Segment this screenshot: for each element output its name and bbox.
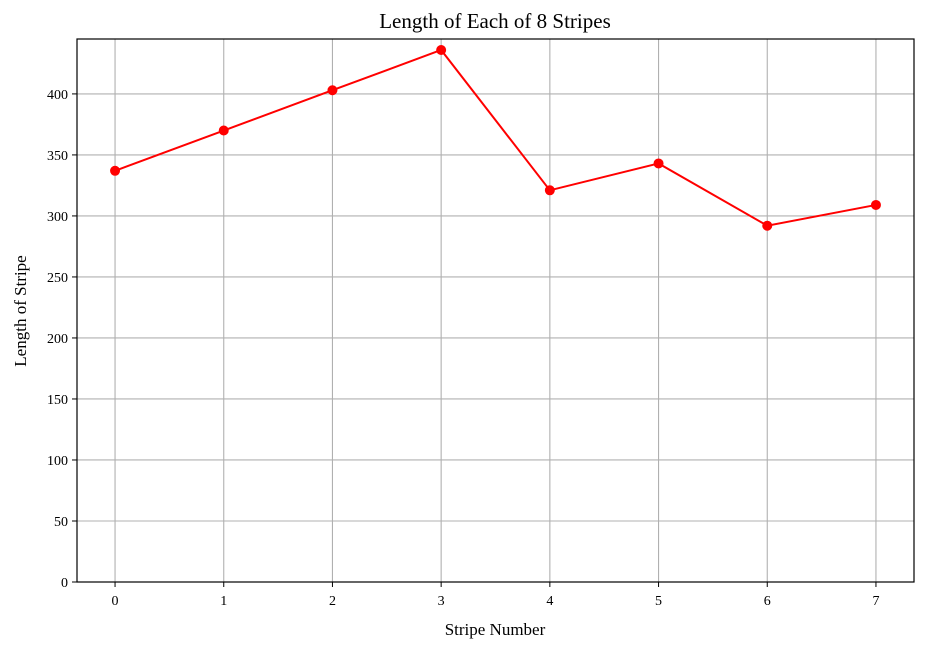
y-tick-label: 0	[61, 576, 68, 591]
y-tick-label: 400	[47, 88, 68, 103]
y-axis-label: Length of Stripe	[11, 255, 30, 366]
axes	[76, 38, 915, 583]
data-point	[544, 185, 555, 196]
data-point	[653, 158, 664, 169]
data-point	[870, 199, 881, 210]
x-tick-label: 3	[438, 594, 445, 609]
plot-frame	[76, 38, 915, 583]
series	[110, 44, 881, 231]
y-tick-label: 50	[54, 515, 68, 530]
x-tick-label: 2	[329, 594, 336, 609]
y-tick-label: 150	[47, 393, 68, 408]
y-tick-label: 350	[47, 149, 68, 164]
x-tick-label: 7	[872, 594, 879, 609]
x-tick-label: 5	[655, 594, 662, 609]
y-tick-label: 250	[47, 271, 68, 286]
y-tick-label: 200	[47, 332, 68, 347]
data-point	[218, 125, 229, 136]
x-tick-label: 0	[112, 594, 119, 609]
ticks: 0 1 2 3 4 5 6 7 0 50 100 150 200 250 300 350 400	[47, 88, 879, 609]
x-tick-label: 4	[546, 594, 553, 609]
x-axis-label: Stripe Number	[445, 620, 546, 639]
chart-title: Length of Each of 8 Stripes	[379, 9, 611, 33]
data-point	[327, 85, 338, 96]
data-point	[110, 165, 121, 176]
data-point	[762, 220, 773, 231]
data-point	[436, 44, 447, 55]
x-tick-label: 1	[220, 594, 227, 609]
y-tick-label: 100	[47, 454, 68, 469]
grid	[77, 39, 914, 583]
series-line	[114, 48, 877, 227]
y-tick-label: 300	[47, 210, 68, 225]
x-tick-label: 6	[764, 594, 771, 609]
